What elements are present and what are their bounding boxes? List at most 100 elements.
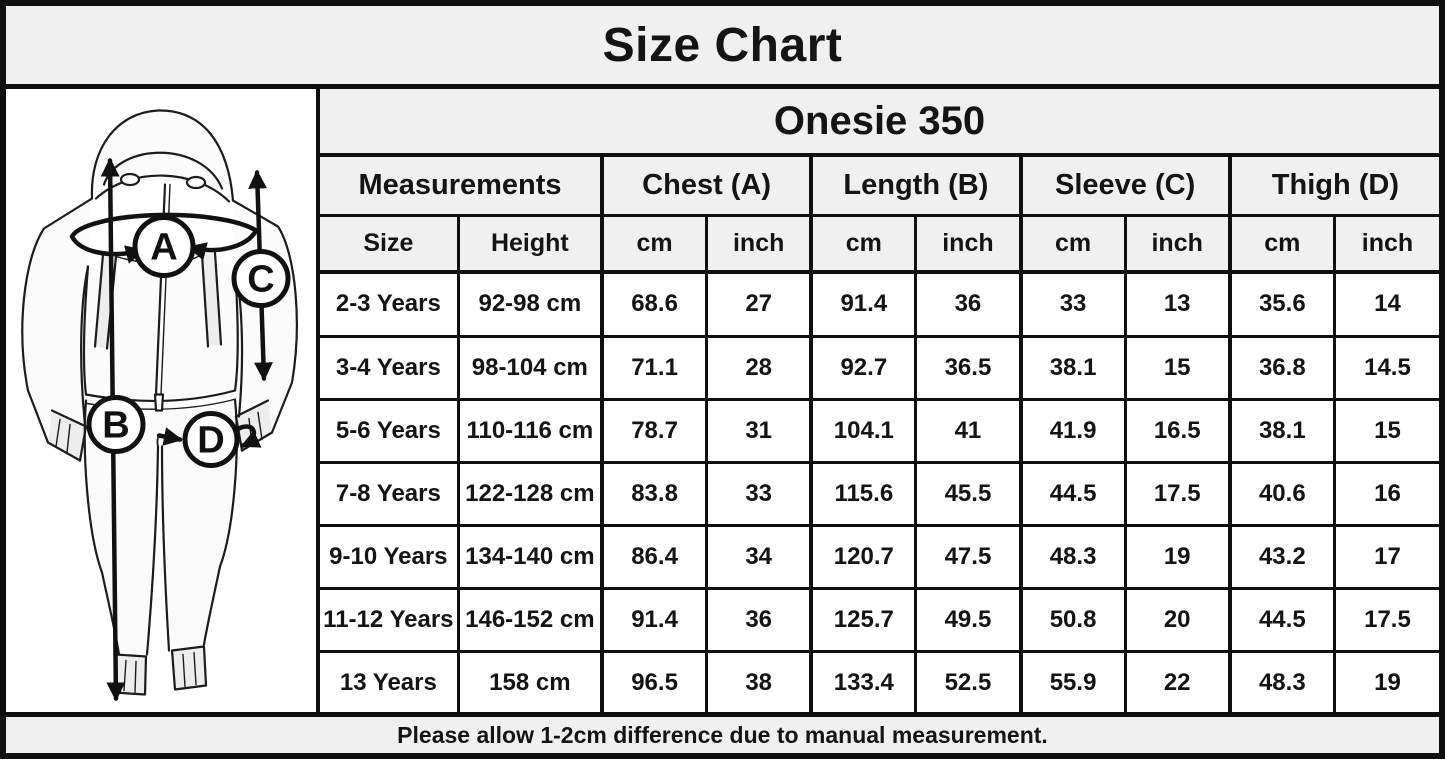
thigh-loop — [234, 424, 262, 448]
height-cell: 110-116 cm — [456, 397, 604, 464]
length-inch-cell: 52.5 — [914, 650, 1022, 712]
thigh-cm-cell: 43.2 — [1227, 524, 1336, 591]
chest-inch-cell: 36 — [705, 587, 813, 654]
sleeve-cm-cell: 48.3 — [1018, 524, 1127, 591]
chest-cm-cell: 68.6 — [600, 270, 709, 338]
length-cm-cell: 120.7 — [809, 524, 918, 591]
sleeve-inch-cell: 22 — [1123, 650, 1232, 712]
table-row: 11-12 Years 146-152 cm 91.4 36 125.7 49.… — [320, 587, 1439, 654]
garment-diagram: A B C D — [6, 89, 320, 712]
product-name: Onesie 350 — [320, 89, 1439, 157]
sub-header-row: Size Height cm inch cm inch cm inch cm i… — [320, 213, 1439, 274]
sleeve-inch-cell: 16.5 — [1123, 397, 1232, 464]
length-inch-cell: 47.5 — [914, 524, 1022, 591]
sub-header-length-cm: cm — [809, 213, 918, 274]
table-row: 3-4 Years 98-104 cm 71.1 28 92.7 36.5 38… — [320, 334, 1439, 401]
height-cell: 122-128 cm — [456, 460, 604, 528]
chest-cm-cell: 86.4 — [600, 524, 709, 591]
chest-arrow-left — [69, 234, 145, 264]
table-row: 2-3 Years 92-98 cm 68.6 27 91.4 36 33 13… — [320, 270, 1439, 338]
size-cell: 3-4 Years — [320, 334, 460, 401]
length-cm-cell: 104.1 — [809, 397, 918, 464]
height-cell: 134-140 cm — [456, 524, 604, 591]
size-cell: 9-10 Years — [320, 524, 460, 591]
height-cell: 98-104 cm — [456, 334, 604, 401]
group-header-row: Measurements Chest (A) Length (B) Sleeve… — [320, 153, 1439, 217]
length-inch-cell: 36 — [914, 270, 1022, 338]
sleeve-inch-cell: 20 — [1123, 587, 1232, 654]
length-inch-cell: 36.5 — [914, 334, 1022, 401]
thigh-inch-cell: 14.5 — [1332, 334, 1439, 401]
sleeve-cm-cell: 55.9 — [1018, 650, 1127, 712]
product-header-row: Onesie 350 — [320, 89, 1439, 157]
sleeve-cm-cell: 50.8 — [1018, 587, 1127, 654]
chest-arc — [69, 212, 259, 239]
size-cell: 13 Years — [320, 650, 460, 712]
measure-label-length: B — [86, 395, 146, 454]
chest-cm-cell: 96.5 — [600, 650, 709, 712]
thigh-cm-cell: 44.5 — [1227, 587, 1336, 654]
height-cell: 158 cm — [456, 650, 604, 712]
height-cell: 146-152 cm — [456, 587, 604, 654]
chest-cm-cell: 91.4 — [600, 587, 709, 654]
thigh-cm-cell: 36.8 — [1227, 334, 1336, 401]
size-cell: 5-6 Years — [320, 397, 460, 464]
thigh-cm-cell: 48.3 — [1227, 650, 1336, 712]
thigh-cm-cell: 35.6 — [1227, 270, 1336, 338]
sleeve-inch-cell: 17.5 — [1123, 460, 1232, 528]
table-row: 13 Years 158 cm 96.5 38 133.4 52.5 55.9 … — [320, 650, 1439, 712]
sleeve-cm-cell: 41.9 — [1018, 397, 1127, 464]
sub-header-thigh-cm: cm — [1227, 213, 1336, 274]
thigh-inch-cell: 17.5 — [1332, 587, 1439, 654]
length-inch-cell: 49.5 — [914, 587, 1022, 654]
page-title: Size Chart — [6, 6, 1439, 89]
content-area: A B C D — [6, 89, 1439, 712]
size-table-area: Onesie 350 Measurements Chest (A) Length… — [320, 89, 1439, 712]
label-a-text: A — [150, 227, 177, 269]
size-cell: 7-8 Years — [320, 460, 460, 528]
length-inch-cell: 45.5 — [914, 460, 1022, 528]
chest-inch-cell: 28 — [705, 334, 813, 401]
group-header-thigh: Thigh (D) — [1227, 153, 1439, 217]
length-cm-cell: 125.7 — [809, 587, 918, 654]
thigh-inch-cell: 14 — [1332, 270, 1439, 338]
sub-header-size: Size — [320, 213, 460, 274]
sub-header-sleeve-inch: inch — [1123, 213, 1232, 274]
sleeve-inch-cell: 13 — [1123, 270, 1232, 338]
measure-label-sleeve: C — [231, 249, 291, 308]
sleeve-cm-cell: 38.1 — [1018, 334, 1127, 401]
chest-inch-cell: 38 — [705, 650, 813, 712]
sub-header-height: Height — [456, 213, 604, 274]
thigh-inch-cell: 17 — [1332, 524, 1439, 591]
length-cm-cell: 92.7 — [809, 334, 918, 401]
chest-inch-cell: 27 — [705, 270, 813, 338]
chest-inch-cell: 33 — [705, 460, 813, 528]
sub-header-chest-cm: cm — [600, 213, 709, 274]
table-row: 5-6 Years 110-116 cm 78.7 31 104.1 41 41… — [320, 397, 1439, 464]
group-header-measurements: Measurements — [320, 153, 604, 217]
sleeve-cm-cell: 44.5 — [1018, 460, 1127, 528]
length-cm-cell: 91.4 — [809, 270, 918, 338]
sub-header-chest-inch: inch — [705, 213, 813, 274]
sub-header-length-inch: inch — [914, 213, 1022, 274]
footer-note: Please allow 1-2cm difference due to man… — [6, 712, 1439, 753]
label-d-text: D — [197, 420, 224, 462]
thigh-inch-cell: 15 — [1332, 397, 1439, 464]
label-c-text: C — [247, 259, 274, 301]
measure-label-chest: A — [132, 215, 196, 278]
thigh-arrow — [156, 427, 183, 446]
thigh-inch-cell: 16 — [1332, 460, 1439, 528]
size-table: Onesie 350 Measurements Chest (A) Length… — [320, 89, 1439, 712]
group-header-length: Length (B) — [809, 153, 1023, 217]
onesie-line-art: A B C D — [21, 109, 298, 702]
table-row: 9-10 Years 134-140 cm 86.4 34 120.7 47.5… — [320, 524, 1439, 591]
sleeve-inch-cell: 15 — [1123, 334, 1232, 401]
sleeve-inch-cell: 19 — [1123, 524, 1232, 591]
length-inch-cell: 41 — [914, 397, 1022, 464]
size-cell: 2-3 Years — [320, 270, 460, 338]
sleeve-cm-cell: 33 — [1018, 270, 1127, 338]
length-cm-cell: 115.6 — [809, 460, 918, 528]
group-header-sleeve: Sleeve (C) — [1018, 153, 1232, 217]
thigh-inch-cell: 19 — [1332, 650, 1439, 712]
